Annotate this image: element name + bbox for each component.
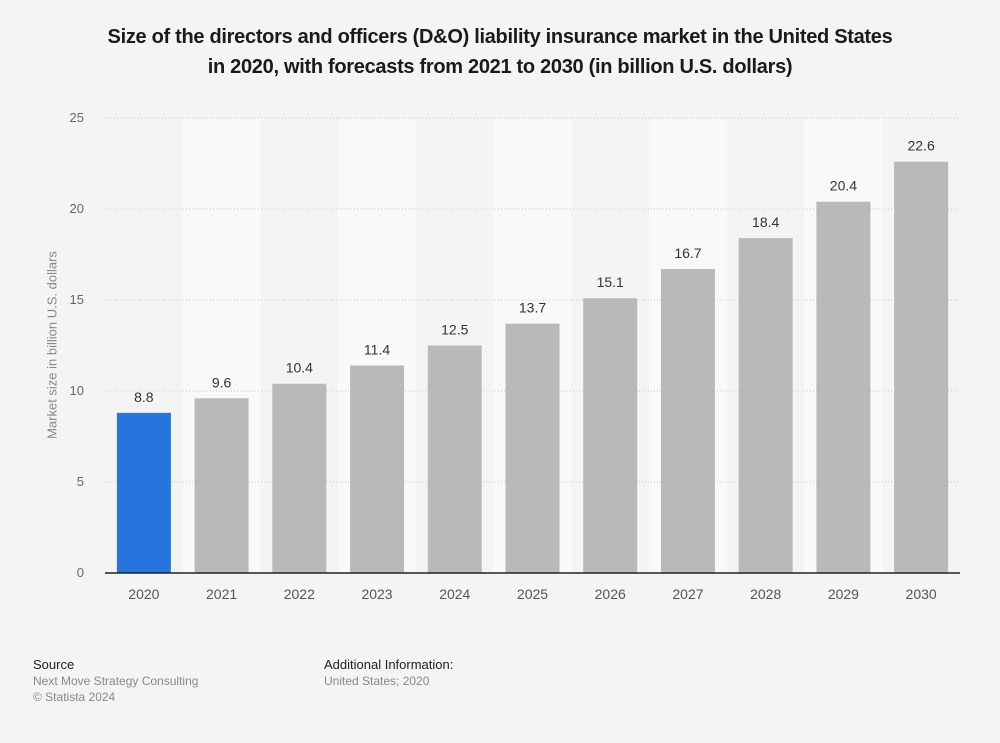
bar-2027 [660, 269, 715, 573]
bar-2029 [816, 201, 871, 573]
y-tick-label: 0 [77, 565, 84, 580]
source-block: Source Next Move Strategy Consulting © S… [33, 657, 198, 705]
x-tick-label: 2030 [906, 586, 937, 602]
bar-2022 [272, 383, 327, 573]
bar-2026 [583, 298, 638, 573]
chart-title: Size of the directors and officers (D&O)… [40, 22, 960, 82]
bar-2023 [350, 365, 405, 573]
bar-2024 [427, 345, 482, 573]
additional-info-text: United States; 2020 [324, 674, 430, 688]
data-label: 11.4 [364, 342, 390, 358]
source-name[interactable]: Next Move Strategy Consulting [33, 674, 199, 688]
data-label: 16.7 [674, 245, 701, 261]
bar-2028 [738, 238, 793, 573]
additional-info-heading: Additional Information: [324, 657, 454, 672]
bar-2025 [505, 323, 560, 573]
x-tick-label: 2029 [828, 586, 859, 602]
copyright: © Statista 2024 [33, 690, 116, 704]
x-tick-label: 2026 [595, 586, 626, 602]
data-label: 13.7 [519, 300, 546, 316]
x-tick-label: 2028 [750, 586, 781, 602]
x-tick-label: 2021 [206, 586, 237, 602]
data-label: 12.5 [441, 322, 468, 338]
x-tick-label: 2020 [128, 586, 159, 602]
data-label: 22.6 [908, 138, 935, 154]
y-tick-label: 15 [70, 292, 84, 307]
y-tick-label: 10 [70, 383, 84, 398]
data-label: 20.4 [830, 178, 857, 194]
bar-2021 [194, 398, 249, 573]
chart-title-line-2: in 2020, with forecasts from 2021 to 203… [207, 56, 793, 78]
y-tick-label: 5 [77, 474, 84, 489]
x-tick-label: 2025 [517, 586, 548, 602]
data-label: 10.4 [286, 360, 313, 376]
bar-2020 [116, 412, 171, 573]
chart-title-line-1: Size of the directors and officers (D&O)… [107, 26, 893, 48]
x-tick-label: 2024 [439, 586, 470, 602]
y-tick-label: 25 [70, 110, 84, 125]
data-label: 9.6 [212, 374, 232, 390]
data-label: 15.1 [597, 274, 624, 290]
y-tick-label: 20 [70, 201, 84, 216]
y-axis-label: Market size in billion U.S. dollars [44, 251, 60, 439]
x-tick-label: 2023 [361, 586, 392, 602]
x-tick-label: 2022 [284, 586, 315, 602]
x-tick-label: 2027 [672, 586, 703, 602]
bar-2030 [894, 161, 949, 573]
data-label: 18.4 [752, 214, 779, 230]
data-label: 8.8 [134, 389, 154, 405]
source-heading: Source [33, 657, 75, 672]
additional-info-block: Additional Information: United States; 2… [324, 657, 453, 689]
